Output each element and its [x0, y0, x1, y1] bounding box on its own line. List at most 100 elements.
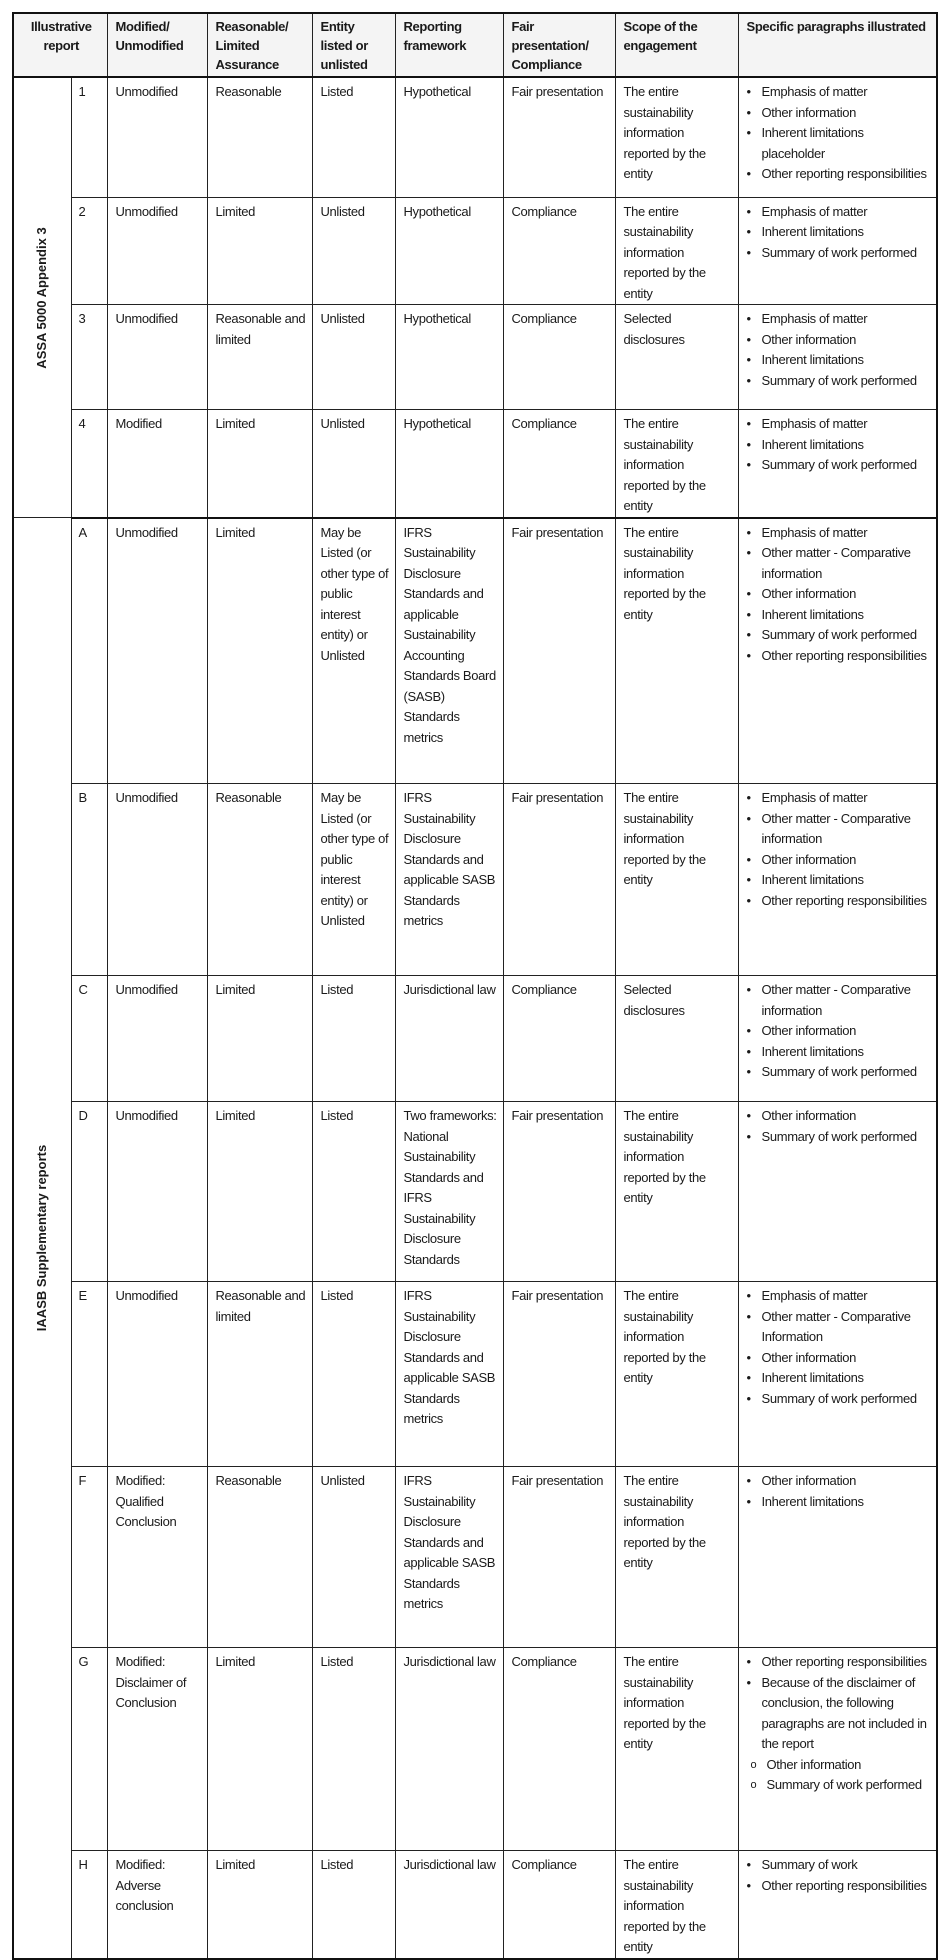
table-row: G Modified: Disclaimer of Conclusion Limit…	[13, 1647, 938, 1851]
list-item: • Summary of work performed	[747, 371, 931, 392]
bullet-icon: •	[746, 1370, 752, 1385]
list-item: • Inherent limitations	[747, 1368, 931, 1389]
bullet-icon: •	[746, 436, 752, 452]
list-item-text: Emphasis of matter	[761, 1288, 868, 1303]
list-item-text: Inherent limitations	[761, 606, 864, 622]
list-item: • Inherent limitations	[747, 350, 931, 371]
modified-cell: Unmodified	[106, 783, 208, 976]
paragraphs-cell: • Emphasis of matter • Other matter - Compa…	[737, 783, 938, 976]
paragraphs-cell: • Other reporting responsibilities • Becaus…	[737, 1647, 938, 1851]
assurance-cell: Reasonable	[206, 783, 313, 976]
bullet-icon: •	[746, 892, 752, 908]
list-item: • Other information	[747, 584, 931, 605]
modified-cell: Unmodified	[106, 196, 208, 305]
paragraphs-cell: • Emphasis of matter • Other matter - Compa…	[737, 1281, 938, 1467]
header-illustrative-report: Illustrative report	[12, 12, 108, 78]
scope-cell: The entire sustainability information re…	[614, 1850, 739, 1960]
framework-cell: IFRS Sustainability Disclosure Standards…	[394, 1281, 504, 1467]
list-item: • Inherent limitations placeholder	[747, 123, 931, 164]
bullet-icon: •	[746, 627, 752, 642]
list-item-text: Emphasis of matter	[761, 84, 868, 99]
framework-cell: Hypothetical	[394, 304, 504, 410]
table-row: 4 Modified Limited Unlisted Hypothetical Comp…	[13, 409, 938, 519]
entity-cell: May be Listed (or other type of public i…	[311, 517, 396, 784]
scope-cell: The entire sustainability information re…	[614, 783, 739, 976]
bullet-icon: •	[746, 606, 752, 622]
list-item-text: Other matter - Comparative information	[761, 810, 911, 847]
assurance-cell: Limited	[206, 409, 313, 519]
list-item-text: Inherent limitations	[761, 352, 864, 367]
paragraph-list: • Emphasis of matter • Inherent limitations…	[747, 202, 931, 264]
modified-cell: Modified: Qualified Conclusion	[106, 1466, 208, 1648]
circle-bullet-icon: o	[750, 1758, 757, 1771]
framework-cell: IFRS Sustainability Disclosure Standards…	[394, 517, 504, 784]
scope-cell: The entire sustainability information re…	[614, 1281, 739, 1467]
list-item-text: Emphasis of matter	[761, 524, 868, 540]
list-item-text: Summary of work performed	[761, 1390, 918, 1406]
report-id-cell: 1	[70, 76, 108, 198]
assurance-cell: Reasonable	[206, 1466, 313, 1648]
list-item: • Other information	[747, 330, 931, 351]
sub-list-item-text: Other information	[766, 1756, 862, 1772]
entity-cell: Listed	[311, 1850, 396, 1960]
framework-cell: Hypothetical	[394, 409, 504, 519]
bullet-icon: •	[746, 1288, 752, 1303]
paragraph-list: • Emphasis of matter • Other matter - Compa…	[747, 788, 931, 911]
paragraphs-cell: • Other matter - Comparative information •…	[737, 975, 938, 1102]
list-item-text: Other information	[761, 104, 857, 120]
paragraphs-cell: • Emphasis of matter • Other information • In…	[737, 304, 938, 410]
list-item-text: Summary of work performed	[761, 1064, 918, 1079]
assurance-cell: Limited	[206, 196, 313, 305]
entity-cell: Listed	[311, 975, 396, 1102]
group-label: ASSA 5000 Appendix 3	[34, 226, 49, 369]
list-item-text: Other matter - Comparative information	[761, 982, 911, 1018]
scope-cell: The entire sustainability information re…	[614, 1466, 739, 1648]
paragraph-list: • Emphasis of matter • Other matter - Compa…	[747, 523, 931, 667]
list-item: • Other reporting responsibilities	[747, 164, 931, 185]
list-item: • Summary of work performed	[747, 1127, 931, 1148]
assurance-cell: Limited	[206, 517, 313, 784]
list-item: • Other matter - Comparative information	[747, 980, 931, 1021]
assurance-cell: Limited	[206, 975, 313, 1102]
report-id-cell: 2	[70, 196, 108, 305]
table-row: E Unmodified Reasonable and limited Listed I…	[13, 1281, 938, 1467]
list-item-text: Other matter - Comparative information	[761, 545, 911, 581]
list-item-text: Inherent limitations	[761, 436, 864, 452]
list-item: • Other information	[747, 850, 931, 871]
list-item-text: Inherent limitations	[761, 1493, 864, 1509]
header-entity: Entity listed or unlisted	[311, 12, 396, 78]
list-item: • Inherent limitations	[747, 1042, 931, 1063]
report-id-cell: C	[70, 975, 108, 1102]
list-item: • Inherent limitations	[747, 870, 931, 891]
entity-cell: Listed	[311, 1101, 396, 1282]
list-item: • Emphasis of matter	[747, 523, 931, 544]
list-item: • Inherent limitations	[747, 435, 931, 456]
assurance-cell: Reasonable and limited	[206, 304, 313, 410]
bullet-icon: •	[746, 1390, 752, 1406]
list-item-text: Because of the disclaimer of conclusion,…	[761, 1674, 927, 1752]
bullet-icon: •	[746, 982, 752, 997]
bullet-icon: •	[746, 810, 752, 826]
list-item-text: Other information	[761, 331, 857, 347]
report-id-cell: B	[70, 783, 108, 976]
modified-cell: Unmodified	[106, 1281, 208, 1467]
report-id-cell: H	[70, 1850, 108, 1960]
list-item-text: Emphasis of matter	[761, 311, 868, 326]
report-id-cell: 3	[70, 304, 108, 410]
list-item: • Inherent limitations	[747, 605, 931, 626]
assurance-cell: Reasonable	[206, 76, 313, 198]
scope-cell: The entire sustainability information re…	[614, 196, 739, 305]
list-item: • Other reporting responsibilities	[747, 891, 931, 912]
assurance-cell: Reasonable and limited	[206, 1281, 313, 1467]
list-item: • Other reporting responsibilities	[747, 646, 931, 667]
entity-cell: Unlisted	[311, 1466, 396, 1648]
list-item: • Summary of work performed	[747, 455, 931, 476]
bullet-icon: •	[746, 1473, 752, 1488]
bullet-icon: •	[746, 872, 752, 887]
list-item-text: Inherent limitations	[761, 872, 864, 887]
assurance-cell: Limited	[206, 1647, 313, 1851]
paragraphs-cell: • Emphasis of matter • Other information • In…	[737, 76, 938, 198]
bullet-icon: •	[746, 1023, 752, 1038]
bullet-icon: •	[746, 1043, 752, 1059]
paragraph-list: • Summary of work • Other reporting respons…	[747, 1855, 931, 1896]
